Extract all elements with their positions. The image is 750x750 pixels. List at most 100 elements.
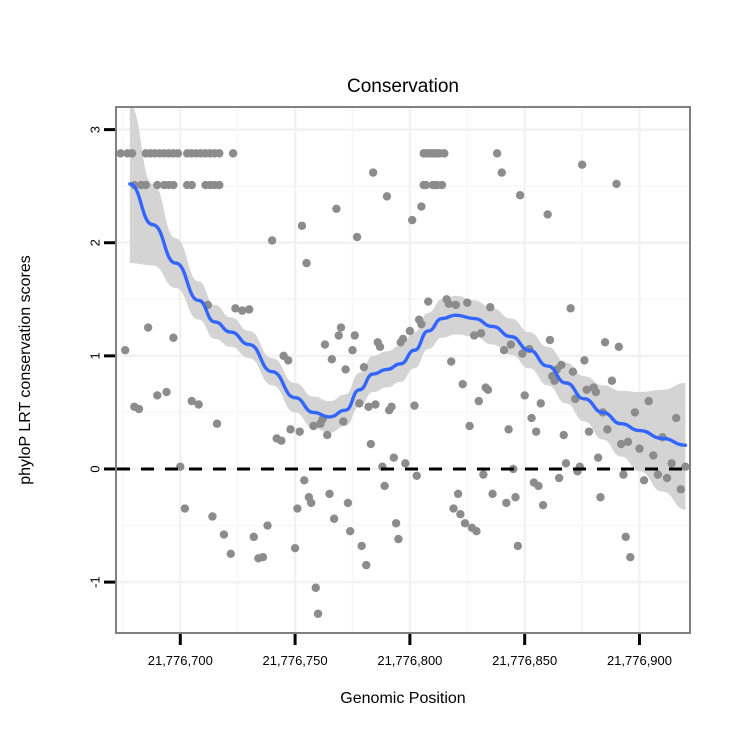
data-point — [226, 549, 235, 559]
data-point — [681, 462, 690, 471]
data-point — [614, 342, 624, 352]
data-point — [444, 299, 454, 309]
data-point — [375, 342, 385, 352]
data-point — [297, 221, 307, 230]
data-point — [290, 543, 300, 553]
data-point — [644, 396, 653, 406]
data-point — [368, 168, 378, 177]
data-point — [513, 541, 522, 551]
data-point — [187, 396, 196, 406]
data-point — [474, 396, 483, 406]
x-axis-ticks: 21,776,700 21,776,750 21,776,800 21,776,850… — [148, 634, 672, 668]
data-point — [180, 504, 190, 513]
data-point — [593, 453, 603, 462]
data-point — [672, 413, 681, 423]
data-point — [506, 340, 516, 349]
data-point — [362, 560, 371, 570]
data-point — [364, 402, 373, 411]
data-point — [311, 583, 320, 592]
data-point — [463, 298, 472, 307]
data-point — [350, 331, 359, 340]
data-point — [472, 526, 481, 536]
data-point — [488, 489, 497, 499]
data-point — [194, 400, 203, 409]
data-point — [212, 419, 222, 428]
data-point — [293, 504, 302, 513]
data-point — [630, 408, 640, 417]
data-point — [258, 553, 268, 562]
data-point — [387, 402, 396, 411]
data-point — [511, 493, 520, 502]
data-point — [451, 300, 461, 310]
data-point — [249, 532, 258, 542]
data-point — [153, 180, 162, 190]
x-axis-title: Genomic Position — [340, 690, 465, 707]
data-point — [382, 192, 392, 201]
y-axis-ticks: -1 0 1 2 3 — [87, 126, 115, 588]
data-point — [394, 534, 403, 544]
data-point — [169, 180, 178, 190]
data-point — [440, 149, 449, 158]
data-point — [580, 356, 589, 365]
data-point — [619, 470, 628, 479]
data-point — [424, 297, 433, 306]
data-point — [596, 493, 605, 502]
y-tick-label: 1 — [87, 352, 102, 359]
data-point — [616, 439, 626, 449]
data-point — [515, 191, 525, 200]
data-point — [332, 204, 341, 214]
data-point — [554, 473, 564, 483]
data-point — [371, 400, 380, 409]
x-tick-label: 21,776,800 — [377, 653, 442, 668]
data-point — [277, 436, 286, 445]
loess-smooth-line — [128, 182, 688, 447]
data-point — [398, 334, 408, 344]
data-point — [169, 333, 178, 342]
data-point — [380, 481, 389, 491]
data-point — [584, 427, 594, 436]
data-point — [162, 387, 171, 397]
data-point — [543, 210, 552, 219]
data-point — [143, 323, 153, 332]
data-point — [458, 379, 467, 389]
data-point — [389, 453, 399, 462]
x-tick-label: 21,776,750 — [263, 653, 328, 668]
data-point — [355, 399, 364, 408]
data-point — [341, 365, 350, 374]
x-tick-label: 21,776,850 — [492, 653, 557, 668]
data-point — [502, 498, 511, 508]
scatter-points — [116, 149, 690, 618]
smooth-curve — [128, 182, 688, 447]
data-point — [603, 425, 612, 434]
data-point — [334, 331, 343, 340]
y-tick-label: 3 — [87, 126, 102, 133]
data-point — [286, 425, 295, 434]
data-point — [417, 319, 426, 329]
data-point — [437, 180, 447, 190]
data-point — [492, 149, 502, 158]
chart-title: Conservation — [347, 76, 459, 97]
data-point — [231, 304, 240, 313]
data-point — [120, 346, 130, 355]
data-point — [323, 430, 332, 440]
data-point — [536, 399, 545, 408]
data-point — [667, 459, 676, 468]
panel-border — [115, 106, 691, 634]
data-point — [313, 609, 323, 618]
data-point — [635, 444, 644, 453]
data-point — [639, 476, 649, 485]
data-point — [600, 338, 610, 347]
data-point — [449, 504, 458, 513]
data-point — [153, 391, 162, 400]
data-point — [302, 258, 311, 268]
data-point — [453, 489, 463, 499]
data-point — [465, 421, 474, 431]
data-point — [141, 180, 151, 190]
data-point — [676, 485, 686, 494]
data-point — [366, 439, 376, 449]
data-point — [327, 355, 337, 364]
data-point — [208, 512, 217, 521]
y-tick-label: -1 — [87, 576, 102, 588]
data-point — [339, 417, 348, 426]
